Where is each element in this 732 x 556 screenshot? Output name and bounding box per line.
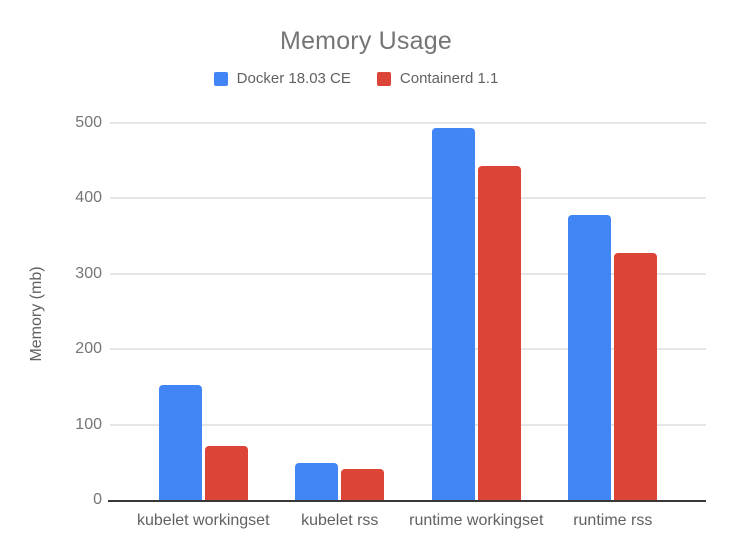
legend-label: Docker 18.03 CE: [236, 70, 351, 87]
y-tick-label-500: 500: [75, 114, 102, 131]
y-tick-label-300: 300: [75, 264, 102, 282]
bar-containerd-1-1-kubelet-rss[interactable]: [341, 469, 385, 500]
legend-swatch-docker-18-03-ce: [213, 71, 228, 86]
bar-containerd-1-1-runtime-workingset[interactable]: [477, 165, 521, 500]
x-axis-label-runtime-workingset: runtime workingset: [409, 512, 544, 529]
plot-area: [110, 122, 706, 500]
chart-legend: Docker 18.03 CE Containerd 1.1: [0, 70, 712, 87]
legend-swatch-containerd-1-1: [376, 71, 391, 86]
y-tick-label-0: 0: [93, 491, 102, 508]
bar-containerd-1-1-runtime-rss[interactable]: [614, 252, 658, 500]
gridline-200: [110, 348, 706, 351]
y-tick-label-400: 400: [75, 189, 102, 207]
y-tick-label-100: 100: [75, 415, 102, 433]
legend-item-containerd-1-1: Containerd 1.1: [376, 70, 499, 87]
y-tick-label-200: 200: [75, 340, 102, 358]
legend-label: Containerd 1.1: [399, 70, 499, 87]
gridline-100: [110, 423, 706, 426]
gridline-300: [110, 272, 706, 275]
gridline-500: [110, 122, 706, 124]
x-axis-label-kubelet-workingset: kubelet workingset: [136, 512, 270, 529]
legend-item-docker-18-03-ce: Docker 18.03 CE: [213, 70, 351, 87]
bar-docker-18-03-ce-kubelet-workingset[interactable]: [158, 385, 202, 500]
x-axis-label-kubelet-rss: kubelet rss: [301, 512, 379, 529]
chart-title: Memory Usage: [280, 27, 452, 55]
bar-containerd-1-1-kubelet-workingset[interactable]: [204, 445, 248, 500]
gridline-400: [110, 197, 706, 200]
bar-docker-18-03-ce-kubelet-rss[interactable]: [295, 463, 339, 500]
bar-docker-18-03-ce-runtime-rss[interactable]: [568, 214, 612, 500]
bar-docker-18-03-ce-runtime-workingset[interactable]: [431, 128, 475, 500]
x-axis-line: [108, 500, 706, 502]
x-axis-label-runtime-rss: runtime rss: [573, 512, 653, 529]
